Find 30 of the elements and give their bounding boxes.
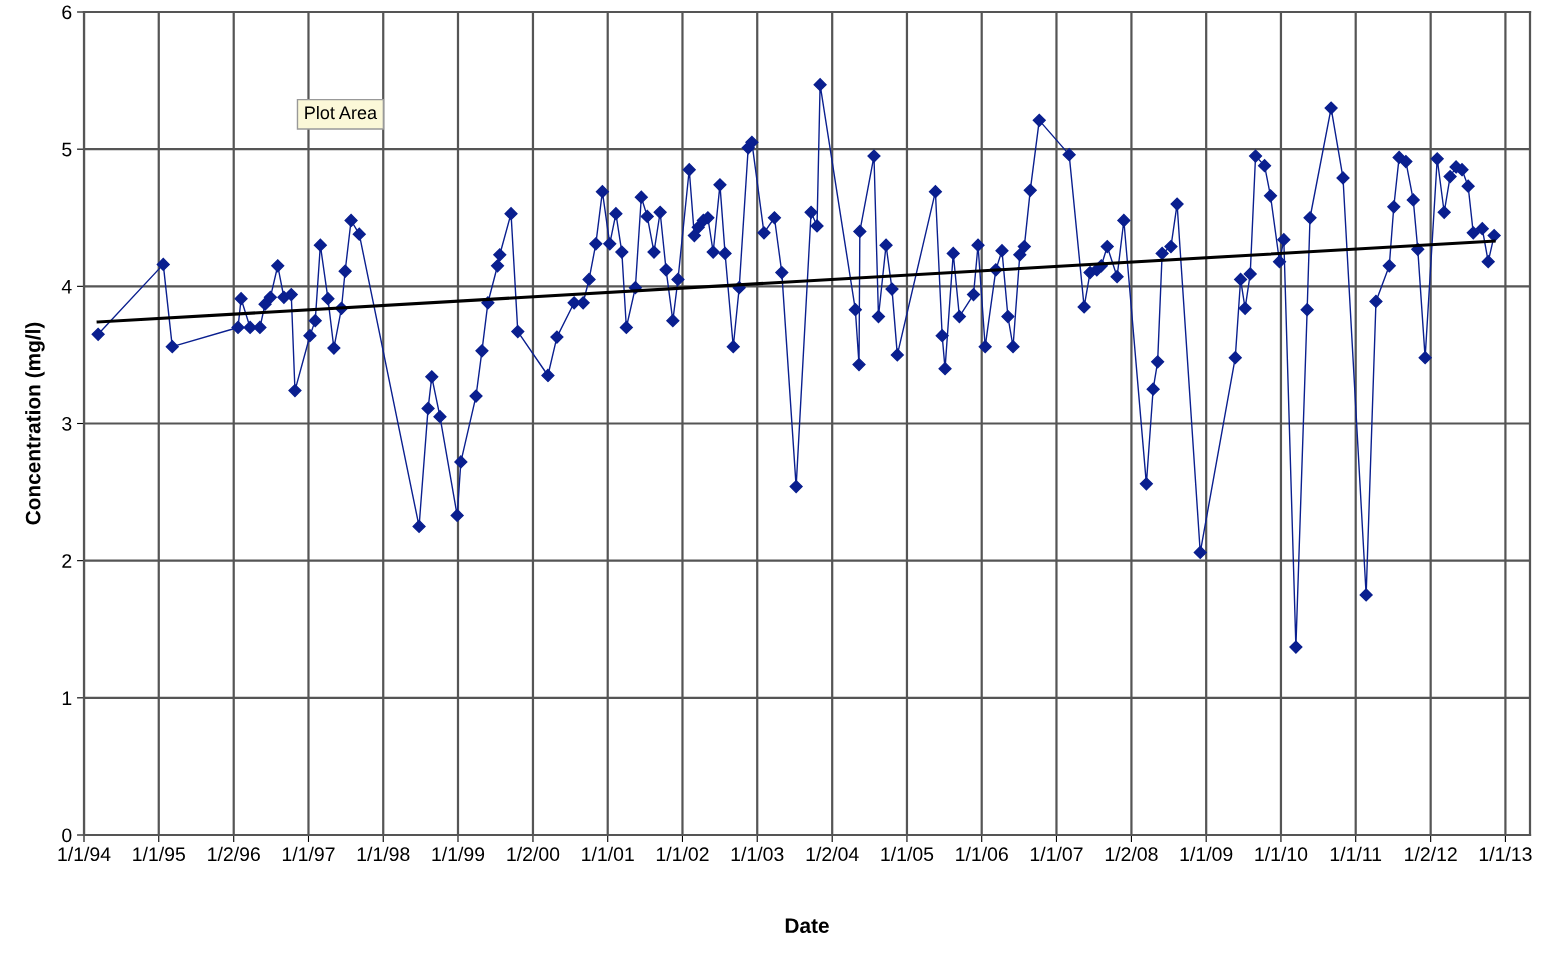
x-tick-label: 1/2/00: [507, 846, 560, 862]
y-tick-label: 2: [62, 554, 72, 568]
x-tick-label: 1/1/02: [656, 846, 709, 862]
x-tick-label: 1/2/08: [1105, 846, 1158, 862]
y-tick-label: 3: [62, 416, 72, 431]
x-tick-label: 1/1/06: [956, 846, 1008, 862]
annotation: Plot Area: [305, 105, 378, 120]
x-tick-label: 1/1/99: [432, 846, 485, 862]
x-tick-label: 1/1/97: [282, 846, 335, 862]
x-tick-label: 1/1/09: [1180, 846, 1233, 862]
x-tick-label: 1/1/10: [1255, 846, 1308, 862]
y-tick-label: 1: [62, 691, 72, 705]
y-tick-label: 0: [62, 828, 72, 843]
x-tick-label: 1/2/04: [806, 846, 859, 862]
x-tick-label: 1/2/12: [1405, 846, 1457, 862]
x-tick-label: 1/1/98: [357, 846, 410, 862]
x-axis-title: Date: [785, 918, 829, 934]
y-axis-title: Concentration (mg/l): [25, 322, 45, 525]
x-tick-label: 1/1/94: [58, 846, 111, 862]
x-tick-label: 1/1/05: [881, 846, 934, 862]
x-tick-label: 1/1/95: [133, 846, 185, 862]
x-tick-label: 1/1/03: [731, 846, 784, 862]
x-tick-label: 1/1/13: [1479, 846, 1532, 862]
y-tick-label: 4: [61, 280, 72, 294]
y-tick-label: 5: [62, 142, 72, 157]
x-tick-label: 1/1/07: [1030, 846, 1083, 862]
x-tick-label: 1/2/96: [208, 846, 260, 862]
x-tick-label: 1/1/11: [1330, 846, 1382, 862]
x-tick-label: 1/1/01: [582, 846, 634, 862]
y-tick-label: 6: [62, 5, 72, 20]
